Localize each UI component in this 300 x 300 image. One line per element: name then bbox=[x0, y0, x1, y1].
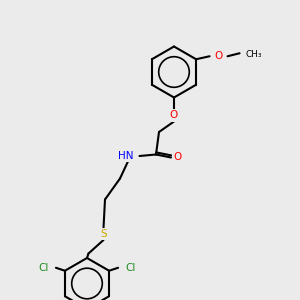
Text: Cl: Cl bbox=[38, 263, 48, 273]
Text: O: O bbox=[173, 152, 181, 163]
Text: O: O bbox=[170, 110, 178, 121]
Text: O: O bbox=[214, 51, 223, 61]
Text: CH₃: CH₃ bbox=[246, 50, 262, 59]
Text: Cl: Cl bbox=[126, 263, 136, 273]
Text: S: S bbox=[100, 229, 107, 239]
Text: HN: HN bbox=[118, 151, 134, 161]
